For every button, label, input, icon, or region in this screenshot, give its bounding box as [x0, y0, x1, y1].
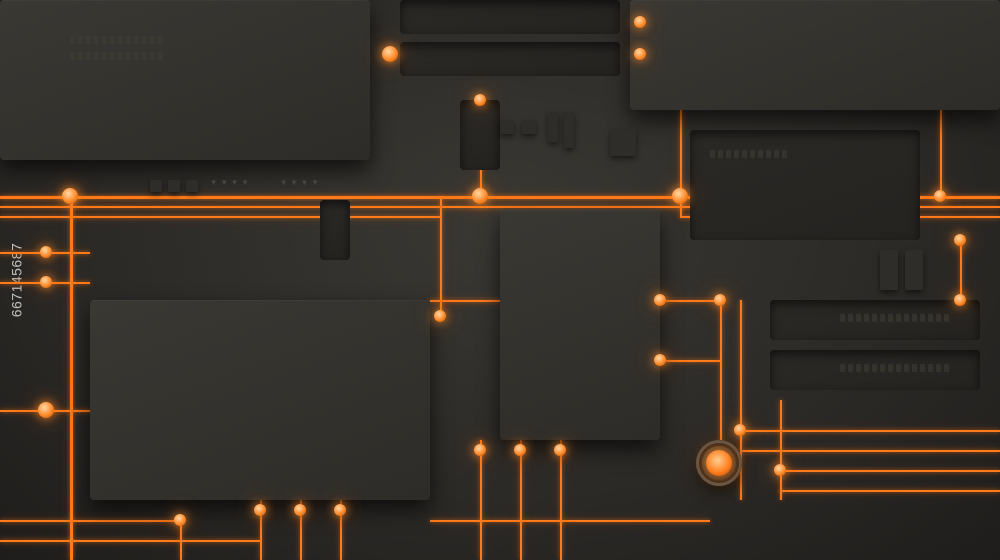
arrow-decor: ▾ ▾ ▾ ▾	[210, 175, 247, 189]
chip	[500, 120, 514, 134]
chip	[880, 250, 898, 290]
node-glow	[434, 310, 446, 322]
panel	[690, 130, 920, 240]
panel	[90, 300, 430, 500]
chip	[150, 180, 162, 192]
node-glow	[40, 276, 52, 288]
circuit-trace	[740, 450, 1000, 452]
node-glow	[62, 188, 78, 204]
decorative-text	[70, 52, 163, 60]
power-button-core	[706, 450, 732, 476]
circuit-trace	[780, 470, 1000, 472]
power-button[interactable]	[696, 440, 742, 486]
circuit-trace	[720, 300, 722, 450]
chip	[522, 120, 536, 134]
circuit-trace	[940, 110, 942, 200]
node-glow	[382, 46, 398, 62]
node-glow	[934, 190, 946, 202]
circuit-trace	[0, 520, 180, 522]
chip	[610, 130, 636, 156]
circuit-trace	[70, 196, 73, 560]
chip	[548, 112, 558, 142]
panel	[0, 0, 370, 160]
node-glow	[954, 234, 966, 246]
circuit-trace	[780, 490, 1000, 492]
node-glow	[40, 246, 52, 258]
node-glow	[472, 188, 488, 204]
circuit-trace	[440, 196, 442, 316]
node-glow	[254, 504, 266, 516]
panel	[460, 100, 500, 170]
decorative-text	[70, 36, 163, 44]
panel	[320, 200, 350, 260]
panel	[500, 210, 660, 440]
circuit-trace	[180, 520, 182, 560]
panel	[630, 0, 1000, 110]
node-glow	[654, 354, 666, 366]
node-glow	[174, 514, 186, 526]
node-glow	[774, 464, 786, 476]
circuit-trace	[480, 440, 482, 560]
circuit-trace	[0, 216, 440, 218]
decorative-text	[840, 314, 949, 322]
node-glow	[634, 48, 646, 60]
node-glow	[38, 402, 54, 418]
node-glow	[954, 294, 966, 306]
circuit-trace	[560, 440, 562, 560]
circuit-trace	[0, 540, 260, 542]
panel	[400, 42, 620, 76]
node-glow	[474, 444, 486, 456]
chip	[564, 112, 574, 148]
chip	[905, 250, 923, 290]
decorative-text	[840, 364, 949, 372]
circuit-trace	[780, 400, 782, 500]
node-glow	[514, 444, 526, 456]
circuit-trace	[660, 300, 720, 302]
node-glow	[672, 188, 688, 204]
node-glow	[654, 294, 666, 306]
circuit-trace	[960, 240, 962, 300]
circuit-trace	[430, 520, 710, 522]
chip	[186, 180, 198, 192]
node-glow	[474, 94, 486, 106]
panel	[400, 0, 620, 34]
circuit-board: 667145687 ▾ ▾ ▾ ▾▾ ▾ ▾ ▾	[0, 0, 1000, 560]
decorative-text	[710, 150, 787, 158]
circuit-trace	[520, 440, 522, 560]
node-glow	[294, 504, 306, 516]
node-glow	[634, 16, 646, 28]
node-glow	[334, 504, 346, 516]
node-glow	[554, 444, 566, 456]
circuit-trace	[740, 430, 1000, 432]
node-glow	[734, 424, 746, 436]
node-glow	[714, 294, 726, 306]
arrow-decor: ▾ ▾ ▾ ▾	[280, 175, 317, 189]
circuit-trace	[660, 360, 720, 362]
chip	[168, 180, 180, 192]
